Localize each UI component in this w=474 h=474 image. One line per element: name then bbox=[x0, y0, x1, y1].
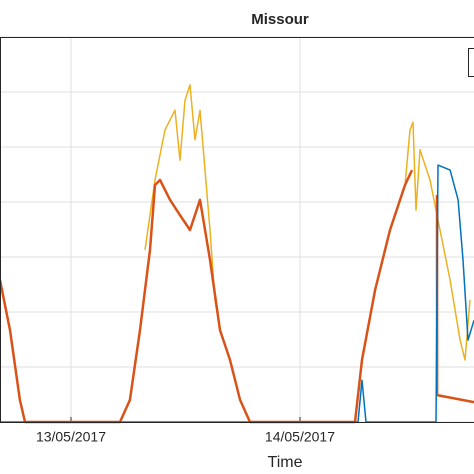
plot-area: 13/05/2017 14/05/2017 bbox=[0, 36, 474, 445]
legend-box bbox=[468, 48, 474, 77]
data-line bbox=[0, 164, 474, 423]
data-line bbox=[144, 84, 471, 361]
x-tick-label: 14/05/2017 bbox=[265, 429, 335, 445]
axes-frame bbox=[0, 37, 474, 423]
chart-title: Missour bbox=[251, 11, 309, 28]
x-axis-label: Time bbox=[268, 454, 303, 471]
x-tick-label: 13/05/2017 bbox=[36, 429, 106, 445]
